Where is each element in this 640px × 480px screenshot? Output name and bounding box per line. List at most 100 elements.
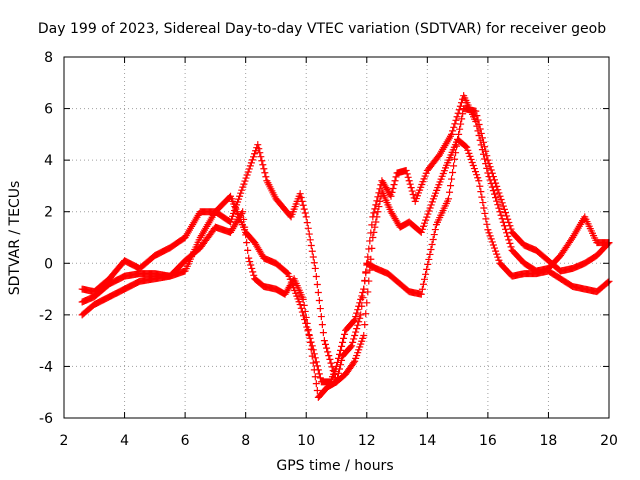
y-tick-label: -2 bbox=[39, 308, 53, 324]
data-point bbox=[254, 141, 262, 149]
data-point bbox=[318, 321, 326, 329]
x-tick-label: 2 bbox=[60, 433, 69, 449]
data-point bbox=[402, 166, 410, 174]
data-point bbox=[299, 201, 307, 209]
data-point bbox=[506, 239, 514, 247]
data-point bbox=[340, 334, 348, 342]
data-point bbox=[249, 268, 257, 276]
x-tick-label: 14 bbox=[418, 433, 436, 449]
data-point bbox=[321, 340, 329, 348]
data-point bbox=[453, 113, 461, 121]
data-point bbox=[357, 311, 365, 319]
data-point bbox=[472, 168, 480, 176]
data-point bbox=[492, 179, 500, 187]
data-point bbox=[506, 222, 514, 230]
data-point bbox=[476, 125, 484, 133]
data-point bbox=[352, 313, 360, 321]
data-point bbox=[505, 218, 513, 226]
series-trace-c bbox=[78, 136, 613, 401]
data-point bbox=[450, 123, 458, 131]
data-point bbox=[431, 226, 439, 234]
data-point bbox=[329, 367, 337, 375]
data-point bbox=[452, 116, 460, 124]
data-point bbox=[356, 314, 364, 322]
data-point bbox=[483, 220, 491, 228]
data-point bbox=[239, 208, 247, 216]
data-point bbox=[251, 150, 259, 158]
data-point bbox=[493, 197, 501, 205]
data-point bbox=[312, 358, 320, 366]
data-point bbox=[497, 196, 505, 204]
data-point bbox=[389, 185, 397, 193]
data-point bbox=[453, 142, 461, 150]
y-tick-label: 0 bbox=[44, 256, 53, 272]
data-point bbox=[313, 280, 321, 288]
data-point bbox=[483, 164, 491, 172]
data-point bbox=[241, 177, 249, 185]
data-point bbox=[250, 153, 258, 161]
data-point bbox=[362, 268, 370, 276]
x-tick-label: 4 bbox=[120, 433, 129, 449]
y-tick-label: 6 bbox=[44, 102, 53, 118]
data-point bbox=[486, 163, 494, 171]
chart-title: Day 199 of 2023, Sidereal Day-to-day VTE… bbox=[38, 21, 606, 37]
data-point bbox=[308, 352, 316, 360]
data-point bbox=[310, 366, 318, 374]
data-point bbox=[478, 193, 486, 201]
data-point bbox=[245, 254, 253, 262]
data-point bbox=[311, 373, 319, 381]
data-point bbox=[374, 208, 382, 216]
data-point bbox=[425, 255, 433, 263]
data-point bbox=[361, 276, 369, 284]
data-point bbox=[364, 288, 372, 296]
data-point bbox=[242, 231, 250, 239]
data-points bbox=[78, 92, 613, 401]
y-tick-label: -6 bbox=[39, 411, 53, 427]
data-point bbox=[481, 209, 489, 217]
data-point bbox=[349, 338, 357, 346]
data-point bbox=[450, 162, 458, 170]
data-point bbox=[499, 202, 507, 210]
data-point bbox=[316, 374, 324, 382]
data-point bbox=[330, 370, 338, 378]
data-point bbox=[314, 289, 322, 297]
data-point bbox=[255, 145, 263, 153]
data-point bbox=[239, 183, 247, 191]
data-point bbox=[473, 112, 481, 120]
data-point bbox=[494, 186, 502, 194]
data-point bbox=[248, 264, 256, 272]
data-point bbox=[244, 246, 252, 254]
data-point bbox=[337, 346, 345, 354]
data-point bbox=[477, 129, 485, 137]
data-point bbox=[363, 299, 371, 307]
data-point bbox=[353, 309, 361, 317]
data-point bbox=[247, 159, 255, 167]
data-point bbox=[338, 356, 346, 364]
data-point bbox=[488, 169, 496, 177]
data-point bbox=[459, 110, 467, 118]
data-point bbox=[341, 330, 349, 338]
data-point bbox=[313, 386, 321, 394]
data-point bbox=[355, 318, 363, 326]
data-point bbox=[347, 343, 355, 351]
data-point bbox=[493, 250, 501, 258]
data-point bbox=[306, 236, 314, 244]
data-point bbox=[298, 197, 306, 205]
data-point bbox=[409, 191, 417, 199]
data-point bbox=[361, 321, 369, 329]
data-point bbox=[339, 338, 347, 346]
data-point bbox=[324, 348, 332, 356]
data-point bbox=[489, 241, 497, 249]
data-point bbox=[301, 307, 309, 315]
data-point bbox=[485, 229, 493, 237]
data-point bbox=[455, 130, 463, 138]
data-point bbox=[490, 176, 498, 184]
data-point bbox=[371, 223, 379, 231]
data-point bbox=[474, 174, 482, 182]
data-point bbox=[406, 180, 414, 188]
data-point bbox=[258, 157, 266, 165]
data-point bbox=[323, 344, 331, 352]
data-point bbox=[418, 285, 426, 293]
data-point bbox=[424, 210, 432, 218]
data-point bbox=[238, 186, 246, 194]
